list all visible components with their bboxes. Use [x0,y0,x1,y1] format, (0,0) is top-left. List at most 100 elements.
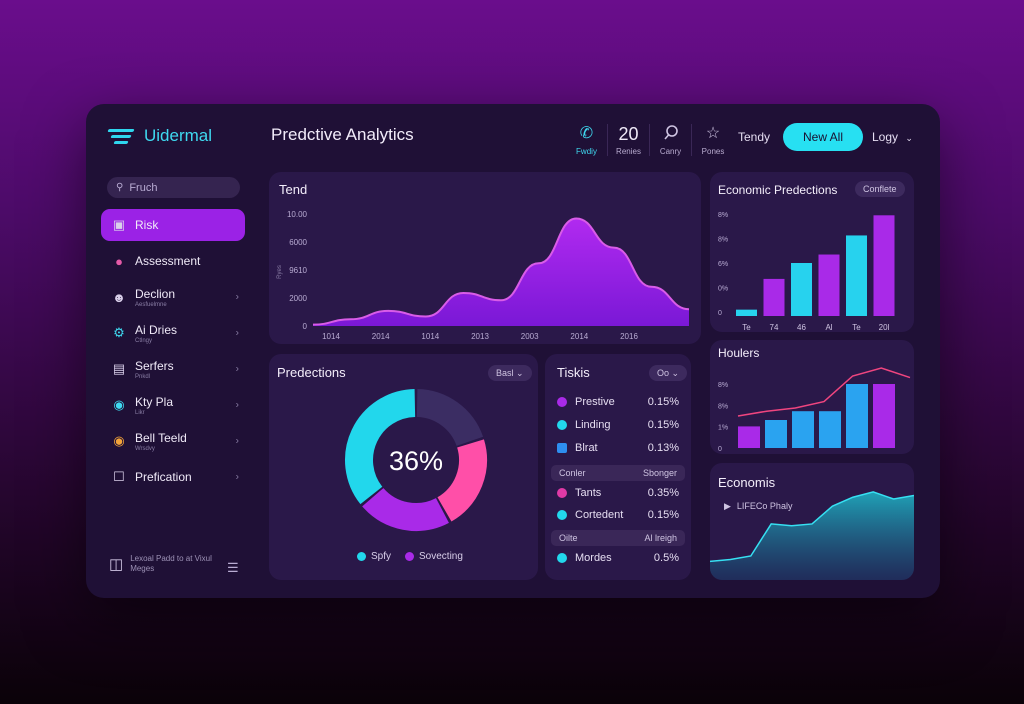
status-dot [557,488,567,498]
count-value: 20 [618,124,639,144]
toolbar-star[interactable]: ☆ Pones [692,124,734,156]
legend-dot [357,552,366,561]
x-tick-label: 1014 [322,332,340,341]
y-tick-label: 8% [718,403,728,410]
donut-segment [362,487,449,531]
group-header-right: Sbonger [642,468,677,478]
trend-title: Tend [279,182,308,197]
economis-legend: ▶ LIFECo Phaly [724,501,792,512]
economis-area [710,491,914,580]
economis-chart [710,491,914,580]
task-label: Cortedent [575,509,624,521]
user-name[interactable]: Tendy [738,130,771,144]
tasks-filter-label: Oo [657,368,670,378]
economis-title: Economis [718,475,776,490]
y-axis-label: Ryes [277,265,283,279]
gear-icon: ⚙ [113,325,125,340]
y-tick-label: 6% [718,261,728,268]
account-menu[interactable]: Logy ⌄ [872,130,913,144]
economic-title: Economic Predections [718,183,838,197]
header-toolbar: ✆ Fwdiy 20 Renies Canry ☆ Pones [566,124,734,156]
sidebar-nav: ▣ Risk ● Assessment ☻ Declion Aesfuelmne… [101,209,245,495]
x-tick-label: 2014 [372,332,390,341]
menu-icon[interactable]: ☰ [227,560,239,575]
sidebar-item-prefication[interactable]: ☐ Prefication › [101,459,245,495]
search-placeholder: Fruch [129,181,158,194]
x-tick-label: 2014 [570,332,588,341]
sidebar-item-risk[interactable]: ▣ Risk [101,209,245,241]
sidebar-item-sub: Pnkdl [135,373,151,380]
status-dot [557,443,567,453]
predictions-filter[interactable]: Basl ⌄ [488,365,532,381]
donut-segment [345,389,416,505]
task-label: Linding [575,419,611,431]
list-item[interactable]: Blrat 0.13% [557,438,679,458]
dashboard-window: Uidermal Predctive Analytics ✆ Fwdiy 20 … [86,104,940,598]
bar [873,384,895,448]
sidebar-item-declion[interactable]: ☻ Declion Aesfuelmne › [101,279,245,315]
predictions-title: Predections [277,365,346,380]
box-icon: ▣ [112,217,126,232]
task-label: Prestive [575,396,615,408]
economis-line [710,491,914,563]
sidebar-item-bell-teeld[interactable]: ◉ Bell Teeld Wrsdvy › [101,423,245,459]
task-value: 0.15% [647,419,679,431]
brand-logo-icon [107,128,136,144]
toolbar-search[interactable]: Canry [650,124,692,156]
sidebar-item-label: Kty Pla [135,394,174,409]
economic-button[interactable]: Conflete [855,181,905,197]
group-header-right: Al lreigh [644,533,677,543]
search-icon [663,124,679,144]
predictions-donut: 36% [345,389,487,531]
search-input[interactable]: ⚲ Fruch [107,177,240,198]
sidebar-item-assessment[interactable]: ● Assessment [101,243,245,279]
economis-card: Economis ▶ LIFECo Phaly [710,463,914,580]
new-all-button[interactable]: New All [783,123,863,151]
play-icon: ▶ [724,501,731,511]
chevron-down-icon: ⌄ [516,368,524,378]
sidebar-item-sub: Ctlngy [135,337,153,344]
list-item[interactable]: Cortedent 0.15% [557,505,679,525]
sidebar-footer[interactable]: ◫ Lexoal Padd to at Vixul Meges [109,554,222,574]
x-tick-label: 1014 [421,332,439,341]
sidebar-item-label: Bell Teeld [135,430,187,445]
toolbar-star-label: Pones [701,147,725,156]
y-tick-label: 0 [303,322,308,331]
task-value: 0.13% [647,442,679,454]
bar [819,411,841,448]
task-value: 0.35% [647,487,679,499]
y-tick-label: 8% [718,237,728,244]
sidebar-item-label: Risk [135,218,159,232]
task-value: 0.5% [653,552,679,564]
sidebar-item-serfers[interactable]: ▤ Serfers Pnkdl › [101,351,245,387]
group-header-left: Conler [559,468,586,478]
account-menu-label: Logy [872,130,899,144]
brand[interactable]: Uidermal [107,126,212,146]
bar [846,235,867,316]
chat-icon: ☐ [113,469,125,484]
person-icon: ☻ [112,289,126,305]
sidebar-item-label: Declion [135,286,176,301]
star-icon: ☆ [705,125,721,142]
toolbar-count[interactable]: 20 Renies [608,124,650,156]
list-item[interactable]: Prestive 0.15% [557,392,679,412]
search-icon: ⚲ [116,182,124,193]
donut-segment [436,439,487,522]
sidebar-item-kty-pla[interactable]: ◉ Kty Pla Likr › [101,387,245,423]
page-title: Predctive Analytics [271,125,414,144]
list-item[interactable]: Tants 0.35% [557,483,679,503]
task-group-header: Oilte Al lreigh [551,530,685,546]
bar [738,426,760,448]
sidebar-item-ai-dries[interactable]: ⚙ Ai Dries Ctlngy › [101,315,245,351]
list-item[interactable]: Linding 0.15% [557,415,679,435]
list-item[interactable]: Mordes 0.5% [557,548,679,568]
chevron-down-icon: ⌄ [905,133,913,143]
sidebar: ⚲ Fruch ▣ Risk ● Assessment ☻ Declion Ae… [86,164,254,598]
tasks-filter[interactable]: Oo ⌄ [649,365,688,381]
x-tick-label: 46 [797,323,806,332]
task-label: Mordes [575,552,612,564]
trend-area [313,218,689,326]
toolbar-count-label: Renies [616,147,641,156]
toolbar-phone[interactable]: ✆ Fwdiy [566,124,608,156]
chevron-right-icon: › [235,327,239,339]
